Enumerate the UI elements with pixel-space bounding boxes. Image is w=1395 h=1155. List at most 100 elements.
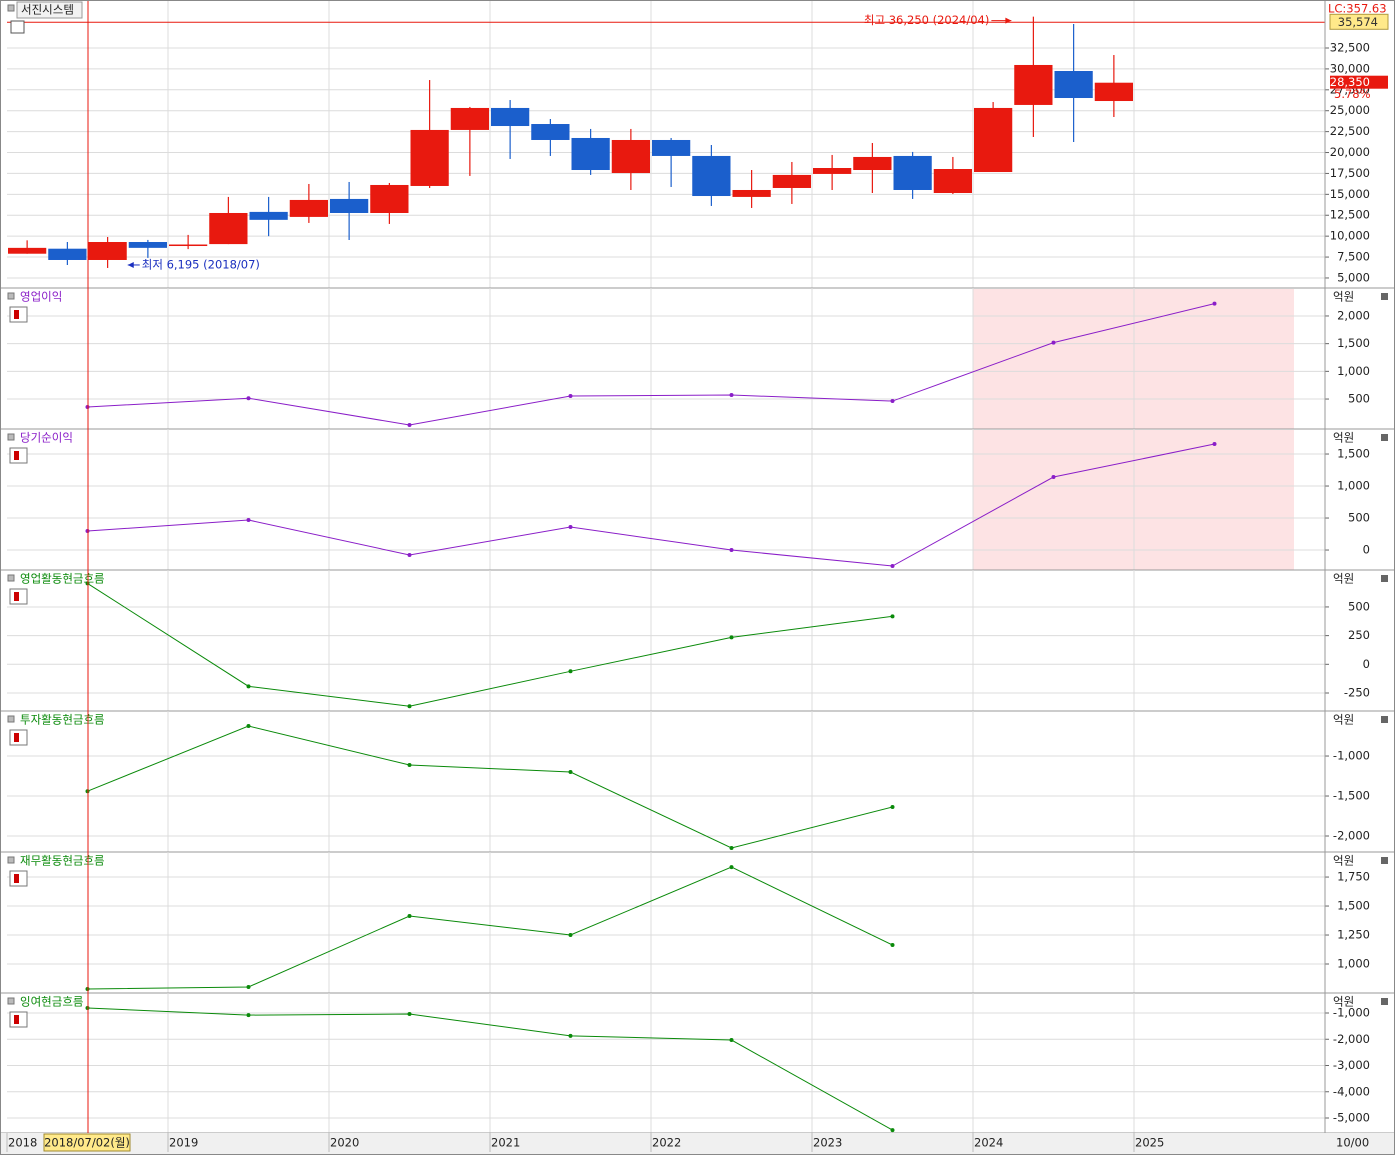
- unit-label: 억원: [1333, 713, 1354, 727]
- data-point: [890, 1128, 895, 1133]
- panel-icon: [7, 715, 15, 723]
- indicator-icon-bar: [14, 874, 19, 883]
- y-tick-label: -4,000: [1333, 1084, 1370, 1098]
- y-tick-label: 12,500: [1330, 208, 1370, 222]
- low-arrow-head: [127, 261, 134, 268]
- y-tick-label: 1,000: [1337, 957, 1370, 971]
- panel-icon: [7, 574, 15, 582]
- y-tick-label: 1,000: [1337, 364, 1370, 378]
- panel-button[interactable]: [1381, 857, 1388, 864]
- candle-body: [88, 242, 127, 260]
- panel-title: 서진시스템: [21, 3, 74, 17]
- y-tick-label: -5,000: [1333, 1111, 1370, 1125]
- y-tick-label: 2,000: [1337, 308, 1370, 322]
- panel-title: 당기순이익: [20, 431, 73, 445]
- y-tick-label: 1,500: [1337, 899, 1370, 913]
- data-point: [1051, 340, 1056, 345]
- data-point: [729, 846, 734, 851]
- candle-body: [652, 139, 691, 156]
- indicator-icon-bar: [14, 592, 19, 601]
- candle-body: [410, 129, 449, 186]
- high-arrow-head: [1005, 17, 1012, 24]
- data-point: [568, 933, 573, 938]
- low-annotation: 최저 6,195 (2018/07): [142, 257, 260, 271]
- panel-button[interactable]: [1381, 575, 1388, 582]
- y-tick-label: -2,000: [1333, 829, 1370, 843]
- panel-button[interactable]: [1381, 293, 1388, 300]
- candle-body: [974, 107, 1013, 173]
- panel-icon: [7, 292, 15, 300]
- y-tick-label: -1,500: [1333, 789, 1370, 803]
- panel-title: 영업이익: [20, 290, 62, 304]
- candle-body: [772, 174, 811, 188]
- indicator-icon-bar: [14, 451, 19, 460]
- data-point: [407, 762, 412, 767]
- candle-body: [611, 139, 650, 174]
- y-tick-label: 1,250: [1337, 928, 1370, 942]
- indicator-icon-bar: [14, 310, 19, 319]
- panel-button[interactable]: [1381, 716, 1388, 723]
- last-price-box: [1330, 75, 1388, 89]
- x-tick-label: 2025: [1135, 1136, 1164, 1150]
- last-price-label: 28,350: [1330, 75, 1370, 89]
- data-point: [729, 548, 734, 553]
- candle-body: [169, 244, 208, 247]
- panel-button[interactable]: [1381, 998, 1388, 1005]
- indicator-icon-bar: [14, 1015, 19, 1024]
- line-series: [87, 583, 893, 707]
- panel-icon: [7, 856, 15, 864]
- data-point: [246, 518, 251, 523]
- candle-body: [1054, 70, 1093, 99]
- cursor-box: [43, 1133, 131, 1152]
- line-series: [87, 1007, 893, 1131]
- y-tick-label: 500: [1348, 392, 1370, 406]
- candle-body: [692, 155, 731, 197]
- y-tick-label: 32,500: [1330, 41, 1370, 55]
- candle-body: [1094, 82, 1133, 102]
- candle-body: [289, 199, 328, 217]
- panel-icon: [7, 4, 15, 12]
- data-point: [890, 564, 895, 569]
- y-tick-label: -1,000: [1333, 1006, 1370, 1020]
- y-tick-label: 500: [1348, 599, 1370, 613]
- data-point: [729, 393, 734, 398]
- data-point: [890, 804, 895, 809]
- panel-button[interactable]: [1381, 434, 1388, 441]
- y-tick-label: 30,000: [1330, 61, 1370, 75]
- data-point: [246, 724, 251, 729]
- x-tick-label: 2018: [8, 1136, 37, 1150]
- reference-box: [1329, 13, 1389, 30]
- y-tick-label: 1,750: [1337, 870, 1370, 884]
- candle-body: [8, 247, 47, 254]
- candle-body: [330, 198, 369, 213]
- y-tick-label: 15,000: [1330, 187, 1370, 201]
- candle-body: [813, 168, 852, 174]
- data-point: [729, 635, 734, 640]
- title-box: [16, 1, 83, 19]
- unit-label: 억원: [1333, 572, 1354, 586]
- y-tick-label: 10,000: [1330, 229, 1370, 243]
- candle-body: [491, 107, 530, 127]
- y-tick-label: 1,000: [1337, 479, 1370, 493]
- candle-body: [853, 156, 892, 171]
- candle-body: [450, 107, 489, 130]
- candle-body: [732, 189, 771, 197]
- candle-body: [370, 184, 409, 213]
- grid-icon: [10, 20, 25, 34]
- y-tick-label: 250: [1348, 628, 1370, 642]
- candle-body: [128, 242, 167, 248]
- x-tick-label: 2023: [813, 1136, 842, 1150]
- data-point: [1051, 475, 1056, 480]
- panel-title: 재무활동현금흐름: [20, 854, 105, 868]
- y-tick-label: 1,500: [1337, 336, 1370, 350]
- data-point: [1212, 442, 1217, 447]
- candle-body: [893, 155, 932, 190]
- panel-icon: [7, 997, 15, 1005]
- panel-title: 영업활동현금흐름: [20, 572, 105, 586]
- candle-body: [531, 124, 570, 140]
- data-point: [890, 399, 895, 404]
- candle-body: [933, 169, 972, 194]
- x-tick-label: 2022: [652, 1136, 681, 1150]
- y-tick-label: 17,500: [1330, 166, 1370, 180]
